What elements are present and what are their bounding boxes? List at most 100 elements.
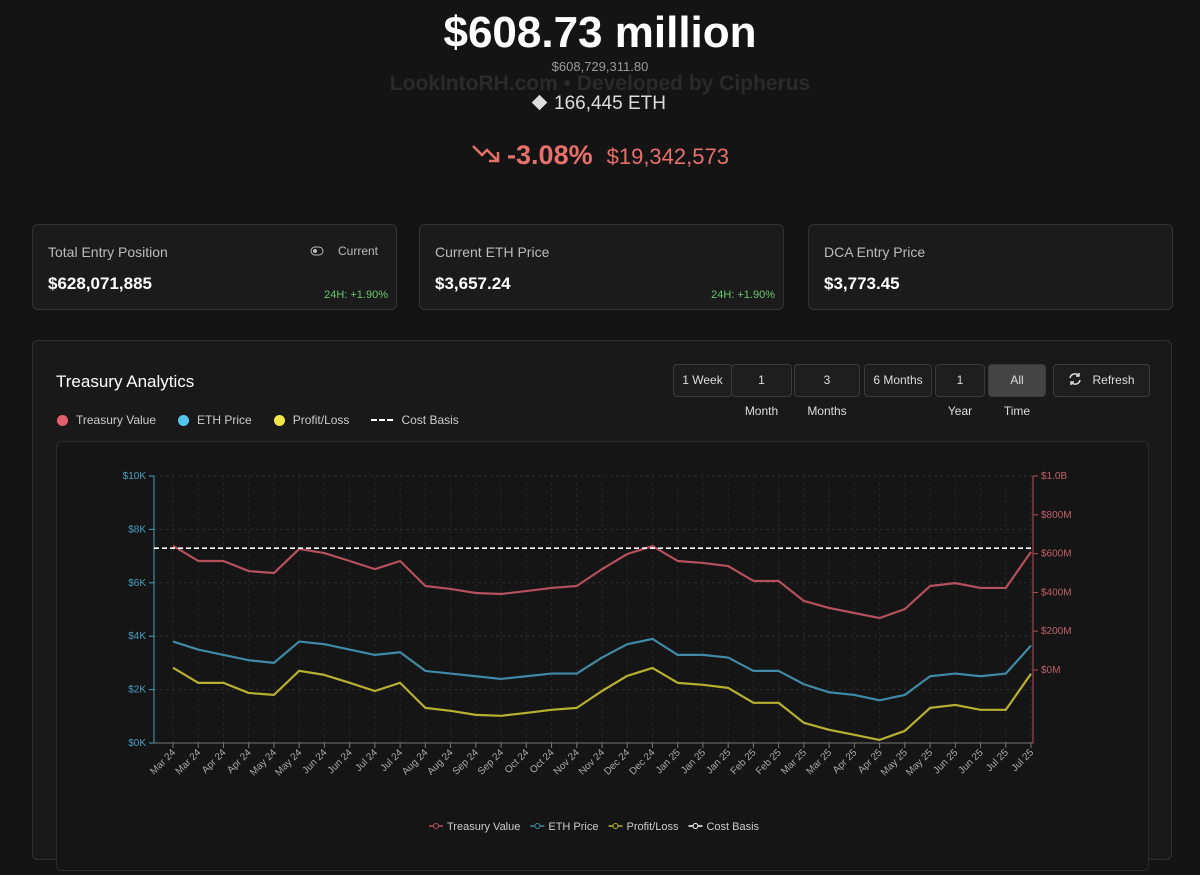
x-tick-label: Jun 25 [931, 747, 960, 776]
legend-marker [534, 823, 541, 829]
card-value: $628,071,885 [48, 274, 152, 293]
x-tick-label: Aug 24 [400, 747, 430, 777]
x-tick-label: May 25 [904, 747, 935, 778]
y-tick-label: $2K [128, 685, 146, 696]
value-title: $608.73 million [443, 8, 757, 57]
change-row: -3.08% $19,342,573 [0, 140, 1200, 171]
legend-item: Cost Basis [371, 413, 459, 427]
x-tick-label: Sep 24 [476, 747, 506, 777]
legend-label: Profit/Loss [627, 821, 679, 833]
refresh-label: Refresh [1092, 373, 1135, 387]
legend-label: ETH Price [548, 821, 598, 833]
card: Total Entry Position Current $628,071,88… [32, 224, 397, 310]
x-tick-label: Jul 25 [984, 747, 1011, 774]
x-tick-label: May 25 [879, 747, 910, 778]
x-tick-label: Jul 24 [353, 747, 380, 774]
y-tick-label: $0K [128, 738, 146, 749]
eth-icon [531, 94, 548, 111]
y-tick-label: $4K [128, 631, 146, 642]
y2-tick-label: $400M [1041, 587, 1072, 598]
eth-holdings: 166,445 ETH [554, 93, 666, 114]
x-tick-label: Nov 24 [577, 747, 607, 777]
y2-tick-label: $800M [1041, 510, 1072, 521]
x-tick-label: Jan 25 [679, 747, 708, 776]
legend-label: Treasury Value [447, 821, 520, 833]
x-tick-label: May 24 [248, 747, 279, 778]
y2-tick-label: $200M [1041, 626, 1072, 637]
analytics-panel: Treasury Analytics Refresh Treasury Valu… [32, 340, 1172, 871]
y2-tick-label: $1.0B [1041, 471, 1067, 482]
legend-marker [612, 823, 619, 829]
series-line [172, 637, 1032, 702]
x-tick-label: Mar 24 [174, 747, 204, 777]
legend-marker [433, 823, 439, 829]
card-title: Total Entry Position [48, 244, 168, 260]
legend: Treasury Value ETH Price Profit/Loss Cost B… [57, 413, 459, 427]
range-button[interactable]: 6 Months [864, 364, 932, 397]
x-tick-label: Dec 24 [627, 747, 657, 777]
x-tick-label: Mar 25 [804, 747, 834, 777]
series-line [172, 544, 1032, 620]
refresh-icon [1069, 373, 1082, 385]
series-line [172, 666, 1032, 741]
card-title: DCA Entry Price [824, 244, 926, 260]
legend-marker [692, 823, 699, 829]
x-tick-label: Jan 25 [654, 747, 683, 776]
x-tick-label: Oct 24 [503, 747, 532, 776]
range-button[interactable]: 1 Year [935, 364, 985, 418]
card-change: 24H: +1.90% [324, 289, 388, 301]
x-tick-label: Aug 24 [426, 747, 456, 777]
watermark: LookIntoRH.com • Developed by Cipherus [389, 72, 811, 95]
toggle-label: Current [337, 244, 378, 258]
legend-dash [371, 419, 394, 421]
y2-tick-label: $0M [1041, 665, 1060, 676]
x-tick-label: Feb 25 [754, 747, 784, 777]
range-button[interactable]: All Time [988, 364, 1046, 418]
x-tick-label: Dec 24 [602, 747, 632, 777]
y2-tick-label: $600M [1041, 549, 1072, 560]
y-tick-label: $8K [128, 524, 146, 535]
y-tick-label: $6K [128, 578, 146, 589]
legend-label: Profit/Loss [292, 413, 350, 427]
legend-item: Profit/Loss [273, 413, 350, 427]
x-tick-label: Nov 24 [552, 747, 582, 777]
refresh-button[interactable]: Refresh [1053, 364, 1150, 397]
legend-label: ETH Price [197, 413, 252, 427]
range-button[interactable]: 1 Week [673, 364, 732, 397]
exact-value: $608,729,311.80 [551, 59, 649, 74]
x-tick-label: Apr 25 [831, 747, 860, 776]
chart: $0K $2K $4K $6K $8K $10K $0M $200M $400M $600M $80… [123, 471, 1072, 833]
toggle[interactable]: Current [310, 244, 378, 258]
x-tick-label: May 24 [273, 747, 304, 778]
range-button[interactable]: 3 Months [794, 364, 860, 418]
legend-label: Cost Basis [706, 821, 759, 833]
card-value: $3,657.24 [435, 274, 511, 293]
card-change: 24H: +1.90% [711, 289, 775, 301]
legend-label: Cost Basis [401, 413, 459, 427]
x-tick-label: Jun 24 [326, 747, 355, 776]
legend-item: ETH Price [178, 413, 252, 427]
x-tick-label: Jan 25 [704, 747, 733, 776]
legend-item: Treasury Value [57, 413, 156, 427]
card: DCA Entry Price $3,773.45 [808, 224, 1173, 310]
change-usd: $19,342,573 [606, 144, 729, 169]
x-tick-label: Jul 25 [1009, 747, 1036, 774]
page: $608.73 million $608,729,311.80 LookInto… [0, 8, 1200, 871]
x-tick-label: Apr 24 [200, 747, 229, 776]
toggle-icon [310, 246, 324, 256]
eth-holdings-row: 166,445 ETH [0, 93, 1200, 115]
x-tick-label: Mar 25 [779, 747, 809, 777]
legend-dot [178, 414, 190, 426]
card-value: $3,773.45 [824, 274, 900, 293]
x-tick-label: Jun 25 [957, 747, 986, 776]
range-button[interactable]: 1 Month [731, 364, 792, 418]
legend-dot [273, 414, 285, 426]
y-tick-label: $10K [123, 471, 147, 482]
x-tick-label: Jun 24 [301, 747, 330, 776]
legend-dot [57, 414, 68, 426]
panel-title: Treasury Analytics [56, 372, 195, 391]
chart-box: $0K $2K $4K $6K $8K $10K $0M $200M $400M $600M $80… [56, 441, 1149, 871]
change-pct: -3.08% [507, 140, 593, 170]
down-arrow [472, 145, 500, 163]
x-tick-label: Feb 25 [729, 747, 759, 777]
